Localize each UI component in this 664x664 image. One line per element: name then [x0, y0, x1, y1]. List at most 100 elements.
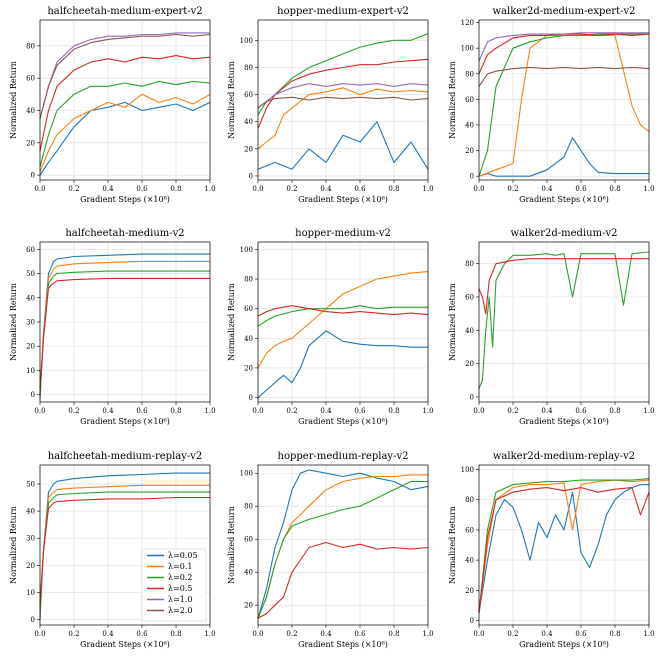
plot-frame [39, 19, 211, 181]
plot-frame [478, 241, 650, 403]
x-tick-label: 0.4 [541, 407, 553, 415]
series-line-lambda_0-5 [39, 277, 210, 388]
chart-panel: 0.0 0.2 0.4 0.6 0.8 1.0 0 20 40 60 80 100 hopper-med… [227, 6, 434, 204]
plot-frame [257, 464, 429, 626]
x-tick-label: 1.0 [643, 407, 654, 415]
chart-panel: 0.0 0.2 0.4 0.6 0.8 1.0 0 20 40 60 80 halfcheetah-m… [9, 6, 216, 204]
series-line-lambda_0-1 [478, 34, 650, 177]
x-tick-label: 0.0 [473, 407, 484, 415]
panel-title: hopper-medium-v2 [295, 228, 391, 239]
y-tick-label: 80 [244, 64, 253, 72]
legend-label: λ=1.0 [168, 595, 193, 604]
y-tick-label: 60 [244, 536, 253, 544]
chart-panel: 0.0 0.2 0.4 0.6 0.8 1.0 0 20 40 60 80 100 120 walker2… [448, 6, 655, 204]
plot-frame [39, 464, 211, 626]
x-tick-label: 0.6 [575, 630, 587, 638]
y-tick-label: 60 [465, 294, 474, 302]
y-tick-label: 60 [465, 526, 474, 534]
y-tick-label: 100 [240, 246, 253, 254]
x-tick-label: 0.2 [286, 185, 297, 193]
y-tick-label: 0 [31, 172, 35, 180]
series-line-lambda_0-5 [39, 55, 211, 152]
y-tick-label: 40 [26, 107, 35, 115]
x-tick-label: 0.8 [609, 185, 620, 193]
y-tick-label: 20 [244, 145, 253, 153]
plot-frame [257, 241, 429, 403]
y-tick-label: 0 [470, 173, 474, 181]
x-tick-label: 0.6 [354, 630, 366, 638]
x-tick-label: 0.4 [102, 407, 114, 415]
x-axis-label: Gradient Steps (×10⁶) [298, 195, 388, 204]
series-line-lambda_0-1 [39, 93, 211, 173]
y-tick-label: 20 [465, 360, 474, 368]
panel-title: halfcheetah-medium-replay-v2 [48, 451, 203, 462]
y-tick-label: 40 [244, 118, 253, 126]
y-axis-label: Normalized Return [9, 61, 18, 139]
y-axis-label: Normalized Return [9, 283, 18, 361]
legend-label: λ=0.2 [168, 573, 193, 582]
series-line-lambda_0-05 [478, 484, 649, 613]
y-tick-label: 60 [244, 91, 253, 99]
chart-panel: 0.0 0.2 0.4 0.6 0.8 1.0 0 10 20 30 40 50 60 halfcheet… [9, 228, 216, 426]
series-line-lambda_0-05 [39, 253, 210, 400]
legend: λ=0.05 λ=0.1 λ=0.2 λ=0.5 λ=1.0 λ=2.0 [141, 548, 207, 622]
y-tick-label: 40 [465, 121, 474, 129]
y-tick-label: 20 [26, 562, 35, 570]
plot-frame [257, 19, 429, 181]
x-tick-label: 0.0 [252, 407, 263, 415]
x-axis-label: Gradient Steps (×10⁶) [519, 640, 609, 649]
x-axis-label: Gradient Steps (×10⁶) [298, 640, 388, 649]
y-tick-label: 60 [244, 305, 253, 313]
x-tick-label: 0.0 [252, 630, 263, 638]
chart-panel: 0.0 0.2 0.4 0.6 0.8 1.0 20 40 60 80 100 hopper-medi… [227, 451, 434, 649]
y-tick-label: 0 [31, 391, 35, 399]
y-tick-label: 40 [465, 327, 474, 335]
series-line-lambda_0-1 [39, 260, 210, 398]
series-line-lambda_0-2 [257, 480, 428, 619]
y-tick-label: 80 [465, 496, 474, 504]
y-tick-label: 80 [244, 276, 253, 284]
series-line-lambda_0-2 [478, 478, 650, 613]
x-tick-label: 1.0 [643, 185, 654, 193]
y-tick-label: 60 [465, 96, 474, 104]
y-tick-label: 0 [470, 617, 474, 625]
y-tick-label: 10 [26, 367, 35, 375]
y-axis-label: Normalized Return [227, 61, 236, 139]
series-line-lambda_0-2 [478, 251, 650, 389]
panel-title: walker2d-medium-v2 [511, 228, 618, 239]
x-tick-label: 0.0 [473, 630, 484, 638]
panel-title: walker2d-medium-replay-v2 [493, 451, 635, 462]
series-line-lambda_1-0 [257, 83, 429, 109]
y-tick-label: 80 [26, 42, 35, 50]
x-tick-label: 0.2 [507, 630, 518, 638]
y-tick-label: 40 [244, 335, 253, 343]
series-line-lambda_0-05 [257, 469, 429, 619]
x-tick-label: 0.8 [170, 407, 181, 415]
y-tick-label: 20 [244, 364, 253, 372]
y-tick-label: 120 [461, 19, 474, 27]
series-line-lambda_0-2 [39, 270, 210, 395]
series-line-lambda_0-05 [257, 121, 429, 170]
x-tick-label: 0.2 [68, 185, 79, 193]
series-line-lambda_0-2 [478, 33, 649, 177]
x-tick-label: 0.4 [320, 407, 332, 415]
x-tick-label: 0.0 [473, 185, 484, 193]
y-tick-label: 0 [249, 172, 253, 180]
y-tick-label: 40 [465, 557, 474, 565]
x-tick-label: 0.0 [34, 630, 45, 638]
series-line-lambda_0-5 [478, 258, 649, 315]
series-line-lambda_0-05 [39, 101, 211, 176]
x-tick-label: 0.2 [68, 630, 79, 638]
series-line-lambda_0-2 [39, 80, 211, 168]
series-line-lambda_2-0 [478, 66, 650, 87]
series-line-lambda_0-5 [478, 487, 650, 613]
series-line-lambda_0-5 [257, 541, 429, 619]
x-tick-label: 0.4 [541, 630, 553, 638]
x-tick-label: 0.8 [388, 185, 399, 193]
chart-panel: 0.0 0.2 0.4 0.6 0.8 1.0 0 20 40 60 80 100 walker2d-m… [448, 451, 655, 649]
y-tick-label: 0 [249, 394, 253, 402]
panel-title: halfcheetah-medium-v2 [65, 228, 184, 239]
x-tick-label: 0.6 [136, 185, 148, 193]
series-line-lambda_0-5 [257, 58, 429, 129]
x-tick-label: 0.8 [170, 630, 181, 638]
